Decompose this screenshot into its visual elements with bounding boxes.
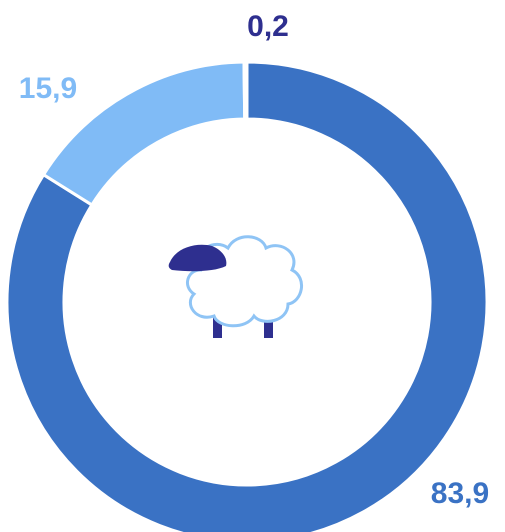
slice — [5, 60, 489, 532]
value-label: 15,9 — [19, 72, 77, 105]
sheep-leg — [213, 312, 222, 338]
sheep-head — [168, 244, 227, 272]
slices — [5, 60, 489, 532]
sheep-leg — [264, 312, 273, 338]
labels: 83,9 15,9 0,2 — [19, 10, 489, 510]
sheep-icon — [168, 235, 303, 338]
value-label: 83,9 — [431, 477, 489, 510]
slice — [242, 60, 249, 121]
value-label: 0,2 — [247, 10, 289, 43]
